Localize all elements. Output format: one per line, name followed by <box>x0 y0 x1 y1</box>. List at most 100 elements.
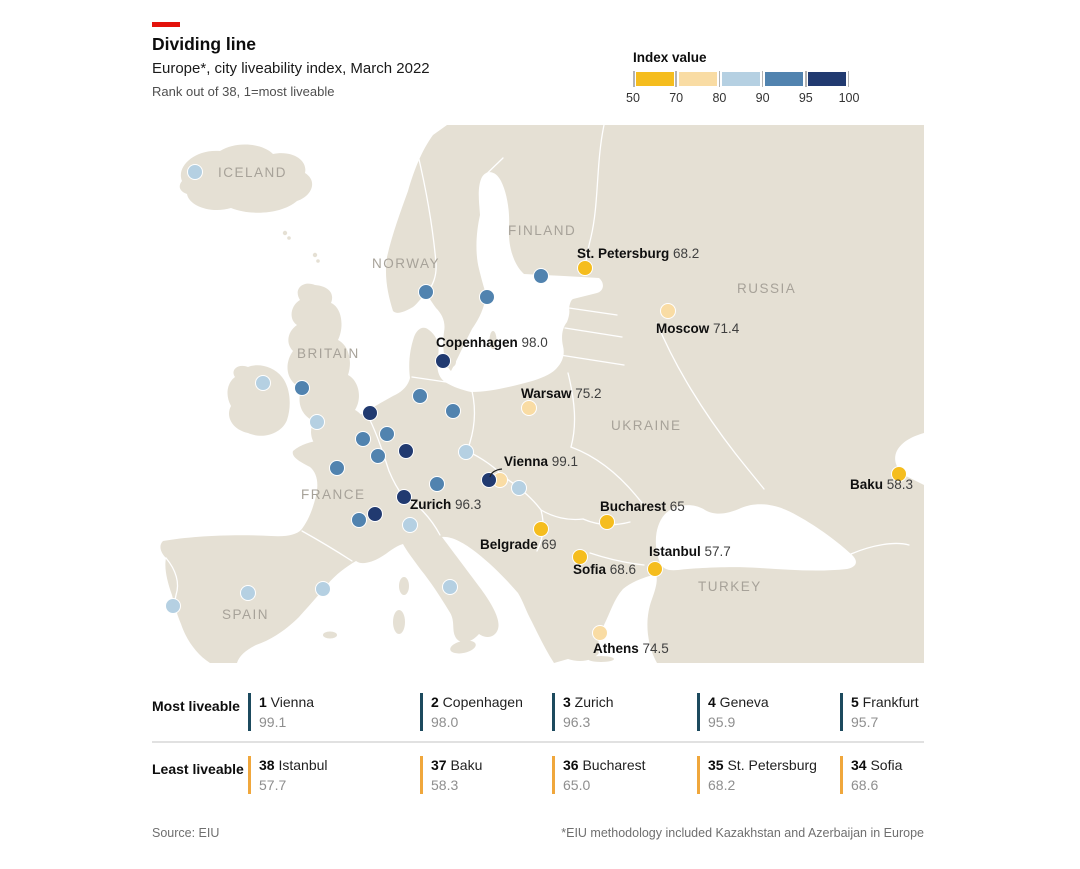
legend-title: Index value <box>633 50 707 65</box>
rank-and-city: 5 Frankfurt <box>851 694 919 710</box>
region-label: NORWAY <box>372 256 440 271</box>
city-dot <box>412 388 428 404</box>
city-dot-labeled <box>592 625 608 641</box>
city-dot <box>165 598 181 614</box>
index-value: 57.7 <box>259 776 287 793</box>
rank-and-city: 2 Copenhagen <box>431 694 523 710</box>
city-dot <box>367 506 383 522</box>
city-dot-labeled <box>435 353 451 369</box>
corsica-shape <box>399 577 409 595</box>
index-value: 68.6 <box>851 776 879 793</box>
region-label: ICELAND <box>218 165 287 180</box>
rank-entry: 38 Istanbul 57.7 <box>248 756 328 794</box>
city-label: St. Petersburg 68.2 <box>577 246 699 261</box>
city-label: Copenhagen 98.0 <box>436 335 548 350</box>
city-dot <box>511 480 527 496</box>
city-label: Baku 58.3 <box>850 477 913 492</box>
legend-tick <box>805 71 807 87</box>
gotland-shape <box>489 331 497 349</box>
legend-tick-label: 80 <box>712 91 727 105</box>
chart-rank-note: Rank out of 38, 1=most liveable <box>152 84 335 99</box>
faroe-islands-shape <box>282 230 288 236</box>
shetland-shape <box>316 259 320 263</box>
city-dot-labeled <box>647 561 663 577</box>
legend-tick <box>761 71 764 87</box>
rank-entry: 4 Geneva 95.9 <box>697 693 769 731</box>
city-dot <box>294 380 310 396</box>
region-labels: ICELAND NORWAY FINLAND RUSSIA BRITAIN FRANCE S… <box>218 165 796 622</box>
row-label: Most liveable <box>152 698 240 714</box>
rank-and-city: 1 Vienna <box>259 694 315 710</box>
region-label: FRANCE <box>301 487 366 502</box>
city-label: Sofia 68.6 <box>573 562 636 577</box>
britain-shape <box>287 283 367 456</box>
legend-tick-label: 70 <box>669 91 684 105</box>
rank-entry: 1 Vienna 99.1 <box>248 693 314 731</box>
iceland-shape <box>179 144 313 213</box>
legend-tick-label: 95 <box>798 91 813 105</box>
city-dot-labeled <box>891 466 907 482</box>
city-label: Zurich 96.3 <box>410 497 481 512</box>
sicily-shape <box>450 640 476 654</box>
city-label: Moscow 71.4 <box>656 321 740 336</box>
index-value: 99.1 <box>259 713 287 730</box>
city-dot <box>479 289 495 305</box>
city-dot-labeled <box>572 549 588 565</box>
chart-subtitle: Europe*, city liveability index, March 2… <box>152 60 430 77</box>
shetland-shape <box>312 252 318 258</box>
methodology-footnote: *EIU methodology included Kazakhstan and… <box>561 826 924 840</box>
city-label: Belgrade 69 <box>480 537 557 552</box>
rank-and-city: 36 Bucharest <box>563 757 646 773</box>
city-dot-labeled <box>481 472 497 488</box>
city-label: Bucharest 65 <box>600 499 685 514</box>
region-label: TURKEY <box>698 579 762 594</box>
city-dot-labeled <box>660 303 676 319</box>
crete-shape <box>588 656 614 662</box>
mainland-shape <box>160 125 924 663</box>
region-label: BRITAIN <box>297 346 360 361</box>
region-label: RUSSIA <box>737 281 796 296</box>
rank-and-city: 34 Sofia <box>851 757 903 773</box>
source-note: Source: EIU <box>152 826 220 840</box>
legend-tick <box>633 71 635 87</box>
brand-tick <box>152 22 180 27</box>
city-dots <box>165 164 907 641</box>
index-value: 98.0 <box>431 713 459 730</box>
city-dot <box>187 164 203 180</box>
legend-tick <box>847 71 849 87</box>
row-label: Least liveable <box>152 761 244 777</box>
legend-swatch <box>678 72 717 86</box>
chart-title: Dividing line <box>152 34 257 54</box>
rank-and-city: 3 Zurich <box>563 694 614 710</box>
index-value: 68.2 <box>708 776 736 793</box>
city-dot <box>309 414 325 430</box>
city-label: Athens 74.5 <box>593 641 669 656</box>
region-label: UKRAINE <box>611 418 682 433</box>
landmass <box>160 125 924 663</box>
legend-color-scale: 50 70 80 90 95 100 <box>626 71 859 105</box>
ireland-shape <box>227 365 290 436</box>
least-liveable-row: Least liveable 38 Istanbul 57.7 37 Baku 58.3… <box>152 756 924 802</box>
city-dot <box>351 512 367 528</box>
city-dot <box>315 581 331 597</box>
index-value: 96.3 <box>563 713 591 730</box>
index-legend: Index value 50 70 80 90 95 100 <box>626 50 859 105</box>
legend-tick-label: 50 <box>626 91 640 105</box>
rank-entry: 34 Sofia 68.6 <box>840 756 902 794</box>
mallorca-shape <box>323 631 337 639</box>
rank-entry: 37 Baku 58.3 <box>420 756 482 794</box>
city-label: Istanbul 57.7 <box>649 544 731 559</box>
legend-tick <box>675 71 677 87</box>
city-label: Vienna 99.1 <box>504 454 578 469</box>
city-labels: St. Petersburg 68.2 Moscow 71.4 Copenhagen… <box>410 246 913 656</box>
city-dot-labeled <box>533 521 549 537</box>
city-dot-labeled <box>599 514 615 530</box>
rank-entry: 2 Copenhagen 98.0 <box>420 693 523 731</box>
city-dot <box>458 444 474 460</box>
legend-tick-label: 100 <box>838 91 860 105</box>
city-dot <box>379 426 395 442</box>
sardinia-shape <box>393 610 405 634</box>
legend-tick-label: 90 <box>755 91 770 105</box>
index-value: 58.3 <box>431 776 459 793</box>
index-value: 95.9 <box>708 713 736 730</box>
